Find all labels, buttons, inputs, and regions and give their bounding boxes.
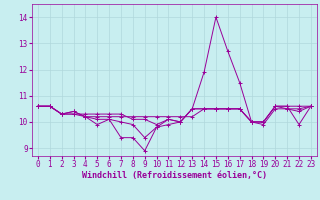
X-axis label: Windchill (Refroidissement éolien,°C): Windchill (Refroidissement éolien,°C) xyxy=(82,171,267,180)
